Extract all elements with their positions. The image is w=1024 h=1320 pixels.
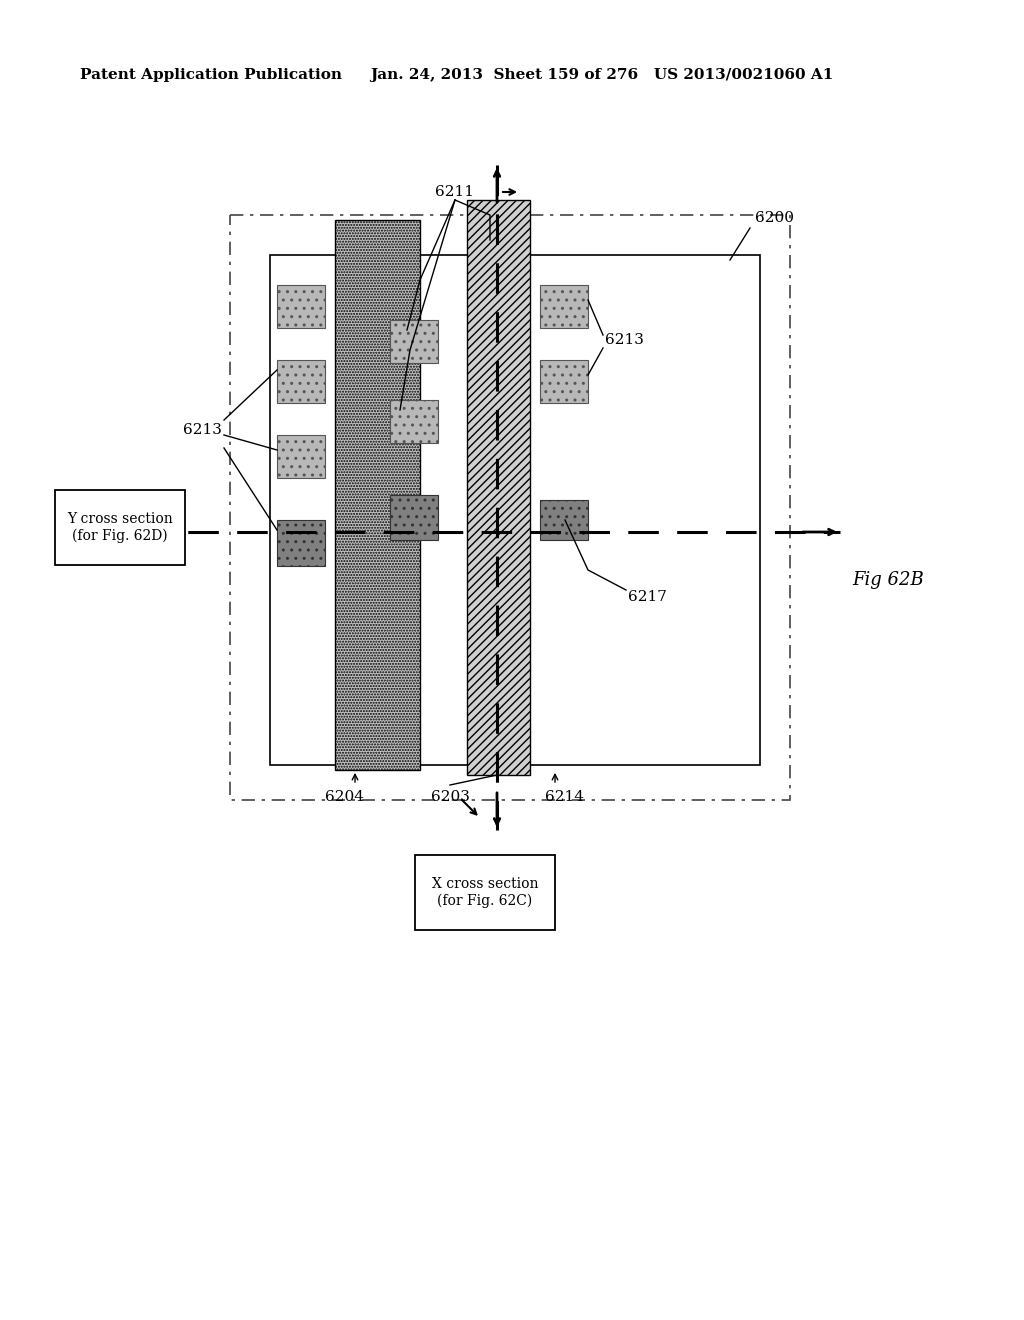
Text: 6213: 6213 [605, 333, 644, 347]
Bar [278, 360, 325, 403]
Bar [270, 255, 760, 766]
Bar [540, 285, 588, 327]
Bar [390, 319, 438, 363]
Bar [415, 855, 555, 931]
Text: 6204: 6204 [326, 789, 365, 804]
Text: 6213: 6213 [183, 422, 222, 437]
Bar [335, 220, 420, 770]
Bar [230, 215, 790, 800]
Bar [278, 285, 325, 327]
Text: 6203: 6203 [430, 789, 469, 804]
Text: X cross section
(for Fig. 62C): X cross section (for Fig. 62C) [432, 878, 539, 908]
Bar [278, 436, 325, 478]
Bar [55, 490, 185, 565]
Bar [467, 201, 530, 775]
Text: Jan. 24, 2013  Sheet 159 of 276   US 2013/0021060 A1: Jan. 24, 2013 Sheet 159 of 276 US 2013/0… [370, 69, 834, 82]
Text: Patent Application Publication: Patent Application Publication [80, 69, 342, 82]
Bar [278, 520, 325, 566]
Text: Y cross section
(for Fig. 62D): Y cross section (for Fig. 62D) [68, 512, 173, 543]
Text: Fig 62B: Fig 62B [852, 572, 924, 589]
Bar [540, 360, 588, 403]
Text: 6214: 6214 [546, 789, 585, 804]
Bar [540, 500, 588, 540]
Bar [390, 400, 438, 444]
Bar [390, 495, 438, 540]
Text: 6211: 6211 [435, 185, 474, 199]
Text: 6200: 6200 [755, 211, 794, 224]
Text: 6217: 6217 [628, 590, 667, 605]
